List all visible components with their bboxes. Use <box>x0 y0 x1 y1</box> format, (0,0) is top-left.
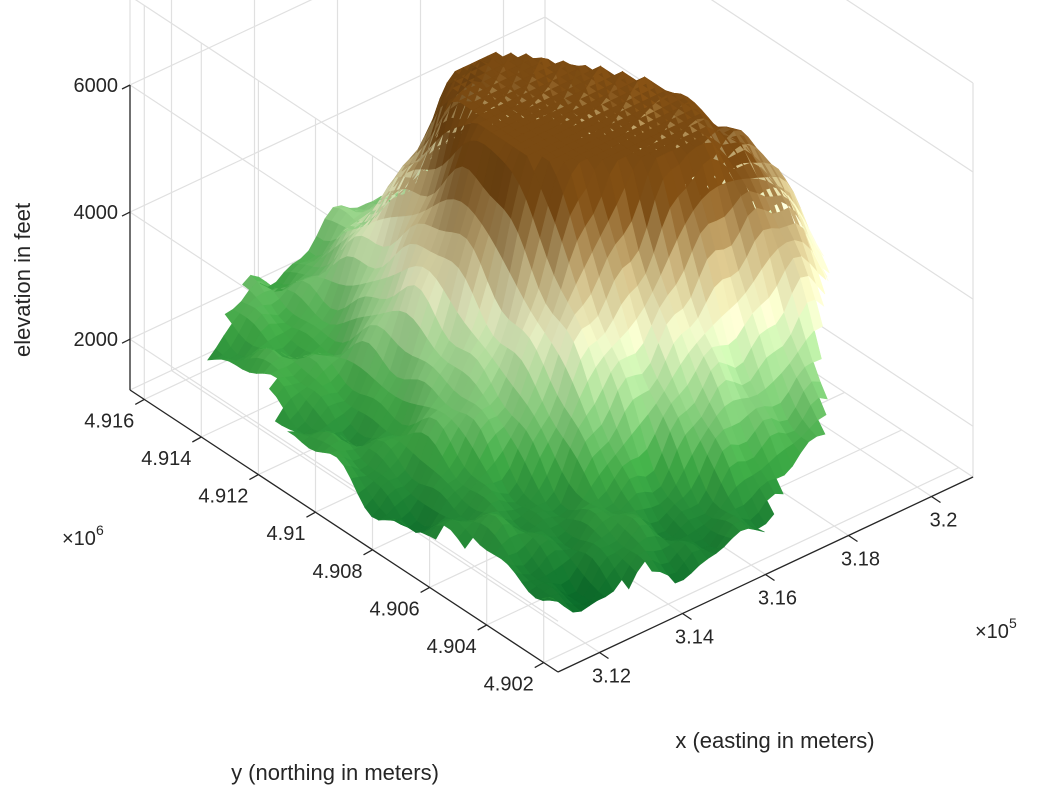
y-exponent-label: ×106 <box>62 522 104 550</box>
z-axis-label: elevation in feet <box>10 203 35 357</box>
y-tick-label: 4.914 <box>141 448 191 470</box>
z-tick-label: 4000 <box>74 202 119 224</box>
elevation-surface <box>207 51 830 613</box>
y-tick-label: 4.902 <box>484 674 534 696</box>
z-tick <box>121 338 131 344</box>
x-exponent-label: ×105 <box>975 615 1017 643</box>
y-tick <box>306 511 316 518</box>
z-tick <box>121 84 131 90</box>
y-tick <box>420 586 430 593</box>
x-gridline <box>170 0 600 654</box>
y-axis-label: y (northing in meters) <box>231 760 439 785</box>
y-exponent-base: ×10 <box>62 528 96 550</box>
axes-layer: 2000 4000 6000 4.902 4.904 4.906 4.908 4.91 4.91… <box>74 75 974 696</box>
y-tick-label: 4.904 <box>427 636 477 658</box>
y-tick-label: 4.91 <box>267 523 306 545</box>
y-tick <box>192 436 202 443</box>
surface-facet <box>811 381 828 400</box>
x-tick <box>599 651 609 660</box>
x-axis-label: x (easting in meters) <box>675 728 874 753</box>
x-tick <box>931 495 941 504</box>
x-tick <box>765 573 775 582</box>
y-tick <box>534 662 545 669</box>
z-tick <box>121 211 131 217</box>
surface-facet <box>814 248 830 274</box>
surface-facet <box>808 228 824 257</box>
y-tick <box>477 624 487 631</box>
x-exponent-base: ×10 <box>975 621 1009 643</box>
x-tick-label: 3.18 <box>841 549 880 571</box>
x-tick <box>682 612 692 621</box>
x-tick <box>848 534 858 543</box>
y-tick-label: 4.916 <box>84 410 134 432</box>
x-exponent-power: 5 <box>1009 615 1017 631</box>
x-tick-label: 3.16 <box>758 588 797 610</box>
y-tick <box>134 398 145 405</box>
y-exponent-power: 6 <box>96 522 104 538</box>
y-tick-label: 4.908 <box>312 561 362 583</box>
x-tick-label: 3.12 <box>592 666 631 688</box>
y-tick <box>249 474 259 481</box>
z-gridline <box>134 0 974 279</box>
z-tick-label: 6000 <box>74 75 119 97</box>
y-tick-label: 4.912 <box>198 486 248 508</box>
y-tick <box>363 549 373 556</box>
x-tick-label: 3.2 <box>930 510 958 532</box>
z-tick-label: 2000 <box>74 329 119 351</box>
x-tick-label: 3.14 <box>675 627 714 649</box>
y-tick-label: 4.906 <box>370 598 420 620</box>
